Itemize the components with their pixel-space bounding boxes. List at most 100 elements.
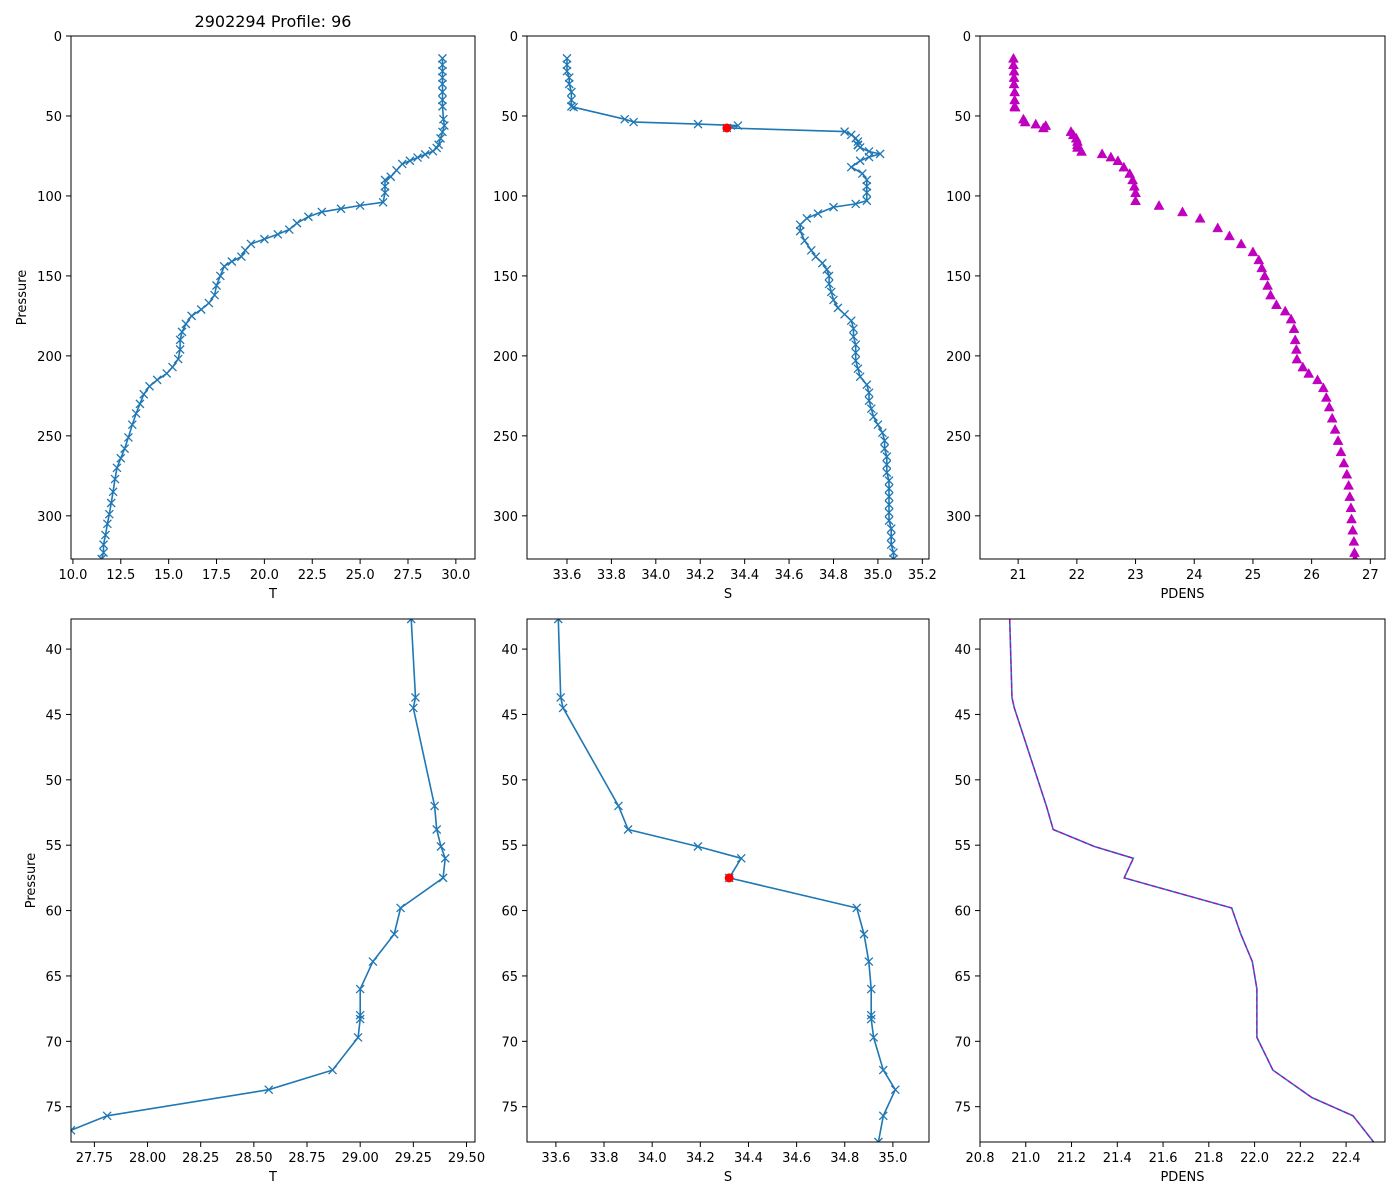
plot-area xyxy=(71,619,450,1135)
data-point-x xyxy=(380,188,390,198)
x-tick-label: 27.5 xyxy=(394,568,423,583)
data-point-x xyxy=(829,295,838,305)
data-point-x xyxy=(826,287,836,297)
data-point-x xyxy=(564,73,574,83)
data-point-x xyxy=(215,271,225,281)
y-tick-label: 300 xyxy=(493,510,518,525)
data-point-triangle xyxy=(1348,535,1360,546)
data-point-x xyxy=(882,452,892,462)
x-tick-label: 34.8 xyxy=(830,1151,859,1166)
data-point-x xyxy=(145,381,154,391)
highlight-point xyxy=(724,873,734,883)
data-point-triangle xyxy=(1259,270,1271,281)
data-point-x xyxy=(212,281,221,290)
data-point-triangle xyxy=(1270,299,1282,309)
data-point-triangle xyxy=(1105,151,1117,162)
data-point-x xyxy=(101,530,110,540)
data-point-x xyxy=(386,172,396,182)
data-point-x xyxy=(553,619,563,624)
data-point-x xyxy=(866,1014,876,1024)
y-tick-label: 60 xyxy=(45,905,62,920)
data-point-x xyxy=(849,332,858,342)
x-tick-label: 28.00 xyxy=(129,1151,166,1166)
data-point-x xyxy=(852,903,862,913)
plot-area xyxy=(97,53,449,559)
panel-temperature-full: 10.0 12.5 15.0 17.5 20.0 22.5 25.0 27.5 30.0 0 50 1… xyxy=(15,30,476,602)
data-point-x xyxy=(436,842,446,851)
data-point-x xyxy=(437,101,447,111)
y-tick-label: 40 xyxy=(501,643,518,658)
y-tick-label: 40 xyxy=(954,643,971,658)
data-point-x xyxy=(873,420,883,430)
data-point-triangle xyxy=(1253,254,1265,265)
data-point-x xyxy=(71,1125,76,1135)
panel-salinity-full: 33.6 33.8 34.0 34.2 34.4 34.6 34.8 35.0 35.2 0 50 1… xyxy=(493,30,937,602)
data-point-x xyxy=(389,929,399,939)
y-tick-label: 200 xyxy=(946,350,971,365)
y-tick-label: 50 xyxy=(501,110,518,125)
data-point-x xyxy=(857,169,867,179)
data-point-x xyxy=(822,265,832,274)
data-point-triangle xyxy=(1312,374,1323,385)
axes-frame xyxy=(70,618,476,1143)
data-point-triangle xyxy=(1332,435,1344,445)
x-tick-label: 35.0 xyxy=(863,568,892,583)
data-point-x xyxy=(380,175,390,185)
data-point-x xyxy=(693,119,703,129)
data-point-x xyxy=(317,207,327,217)
data-point-triangle xyxy=(1019,116,1031,127)
data-point-triangle xyxy=(1347,524,1359,535)
data-point-x xyxy=(406,619,416,624)
x-tick-label: 34.6 xyxy=(782,1151,811,1166)
x-tick-label: 27 xyxy=(1362,568,1379,583)
data-point-x xyxy=(437,79,447,89)
data-point-x xyxy=(875,149,885,159)
data-point-x xyxy=(104,509,114,519)
data-point-x xyxy=(219,261,229,271)
data-point-triangle xyxy=(1030,118,1042,129)
data-point-x xyxy=(368,957,378,967)
x-axis-label: S xyxy=(724,587,732,602)
data-point-triangle xyxy=(1326,412,1338,423)
data-point-triangle xyxy=(1096,148,1108,159)
y-tick-label: 55 xyxy=(954,839,971,854)
y-tick-label: 150 xyxy=(946,270,971,285)
data-point-x xyxy=(866,984,876,994)
data-point-triangle xyxy=(1335,446,1347,457)
data-point-triangle xyxy=(1118,161,1130,172)
y-tick-label: 75 xyxy=(954,1101,971,1116)
data-point-triangle xyxy=(1177,206,1188,217)
x-tick-label: 34.6 xyxy=(775,568,804,583)
x-tick-label: 26 xyxy=(1303,568,1320,583)
x-tick-label: 23 xyxy=(1127,568,1144,583)
series-line xyxy=(71,619,447,1131)
data-point-x xyxy=(853,364,863,374)
data-point-x xyxy=(336,204,346,214)
data-point-x xyxy=(210,290,220,300)
data-point-triangle xyxy=(1009,101,1021,112)
data-point-x xyxy=(733,121,743,131)
data-point-x xyxy=(97,554,107,559)
x-tick-label: 20.0 xyxy=(250,568,279,583)
x-tick-label: 24 xyxy=(1186,568,1203,583)
data-point-x xyxy=(432,825,442,834)
y-tick-label: 50 xyxy=(45,774,62,789)
data-point-x xyxy=(855,156,865,166)
x-tick-label: 22.4 xyxy=(1332,1151,1361,1166)
y-tick-label: 45 xyxy=(954,708,971,723)
data-point-x xyxy=(355,1014,365,1024)
x-tick-label: 22.0 xyxy=(1240,1151,1269,1166)
y-tick-label: 100 xyxy=(946,190,971,205)
data-point-x xyxy=(629,117,639,127)
data-point-x xyxy=(855,143,865,152)
data-point-x xyxy=(882,468,892,478)
data-point-triangle xyxy=(1262,279,1274,290)
highlight-point xyxy=(722,123,732,133)
data-point-triangle xyxy=(1329,423,1341,434)
x-tick-label: 34.4 xyxy=(734,1151,763,1166)
data-point-triangle xyxy=(1235,238,1247,249)
data-point-x xyxy=(862,175,872,185)
data-point-triangle xyxy=(1291,353,1303,364)
data-point-triangle xyxy=(1279,305,1291,316)
x-tick-label: 33.6 xyxy=(553,568,582,583)
